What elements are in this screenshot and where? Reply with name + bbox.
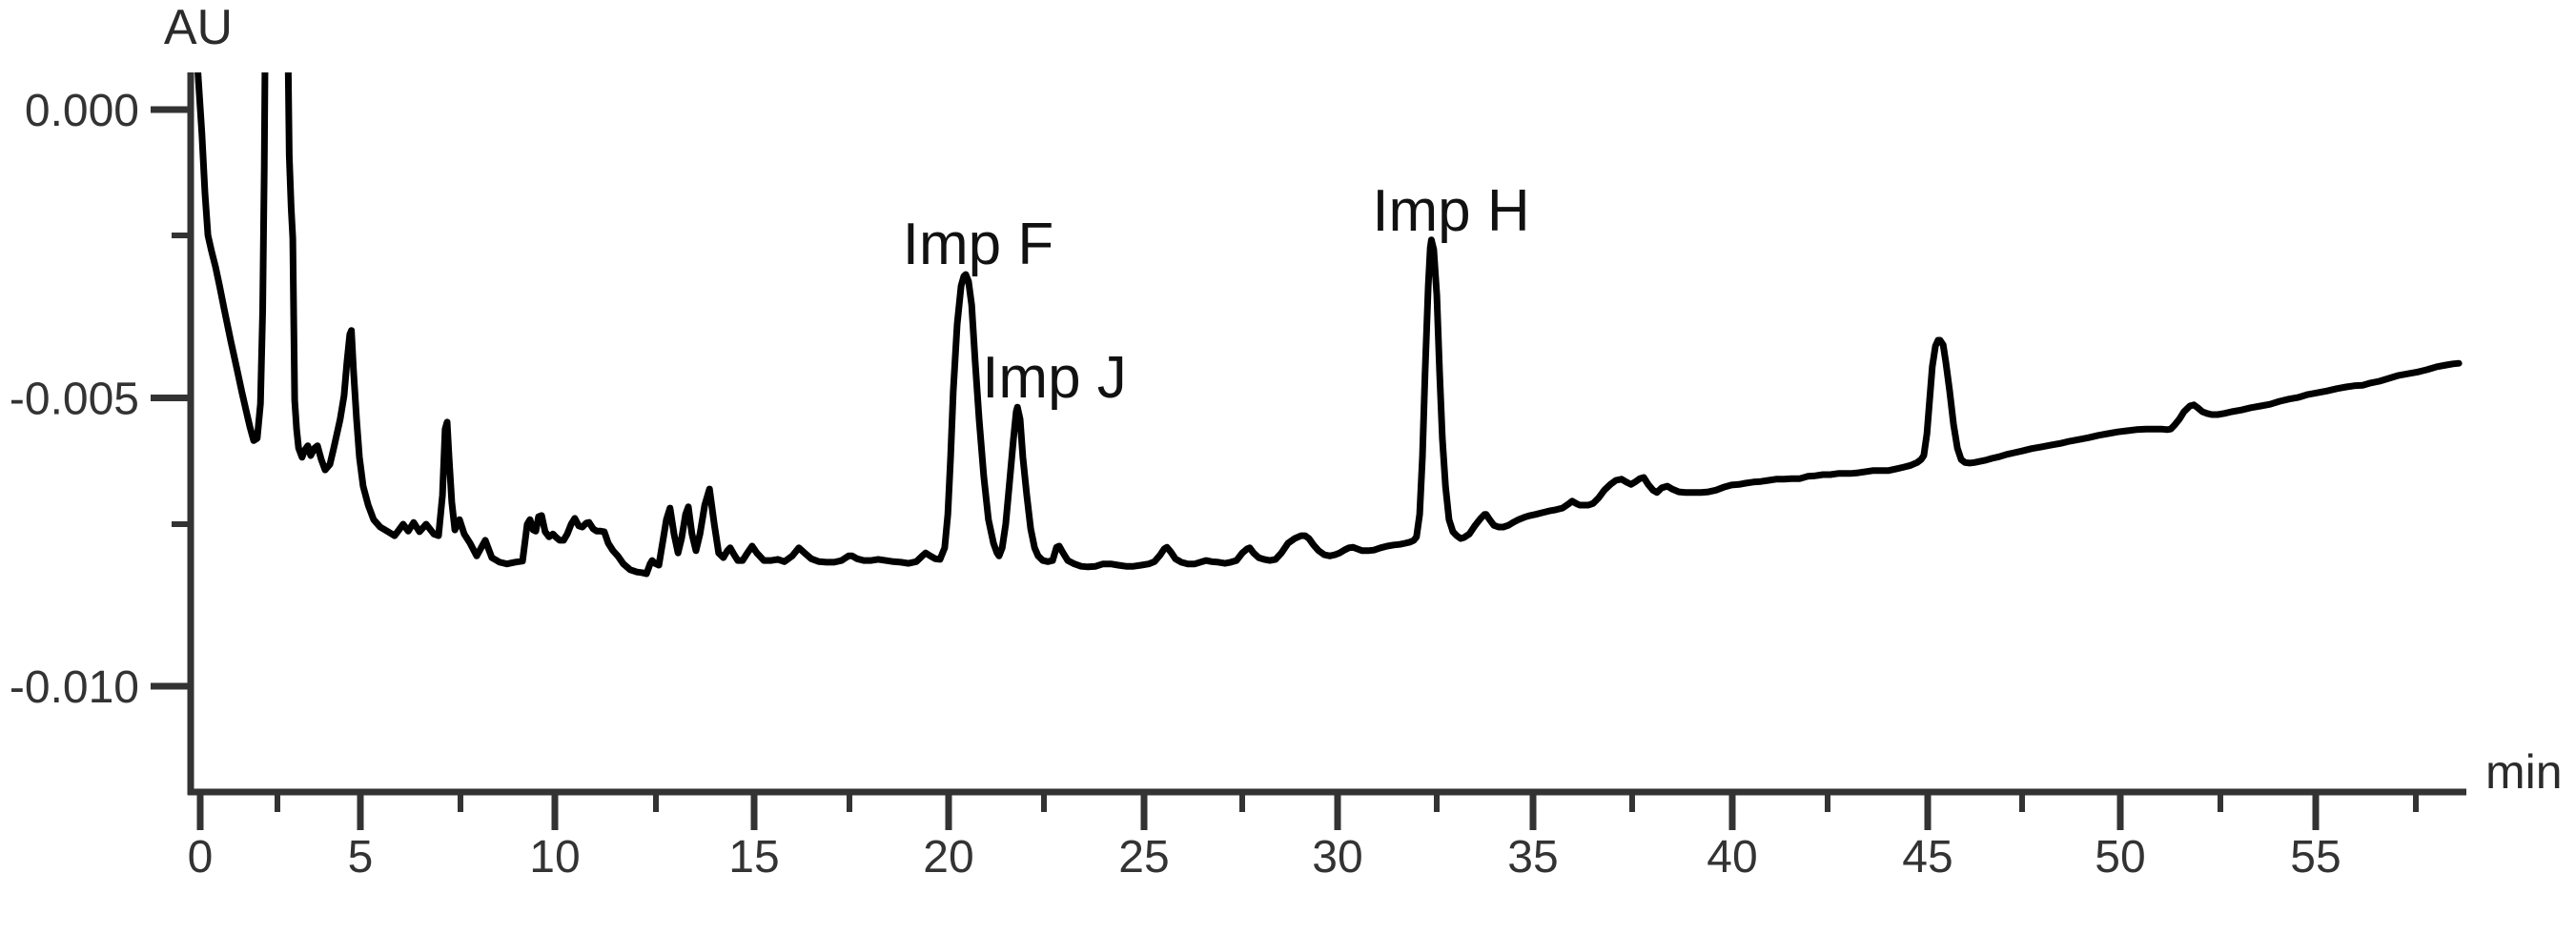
y-tick-label: -0.005 [10, 375, 139, 425]
x-tick-label: 45 [1902, 832, 1952, 883]
peak-label-imp-h: Imp H [1372, 178, 1529, 244]
x-axis-unit-label: min [2485, 745, 2563, 799]
trace-layer [194, 72, 2463, 578]
y-tick-label: -0.010 [10, 662, 139, 713]
x-tick-label: 30 [1312, 832, 1362, 883]
y-tick-label: 0.000 [25, 86, 139, 136]
x-tick-label: 50 [2095, 832, 2145, 883]
x-tick-label: 20 [923, 832, 973, 883]
x-tick-label: 35 [1507, 832, 1558, 883]
x-tick-label: 55 [2290, 832, 2341, 883]
x-tick-label: 0 [188, 832, 214, 883]
chromatogram-trace [194, 72, 2463, 578]
x-tick-label: 5 [348, 832, 374, 883]
axes-layer [187, 72, 2466, 796]
ticks-layer: 0 5 10 15 20 25 30 35 40 45 50 55 0.000 -0.005 -0.010 [10, 86, 2419, 883]
y-axis-unit-label: AU [164, 0, 233, 55]
x-tick-label: 25 [1118, 832, 1169, 883]
x-tick-label: 10 [529, 832, 580, 883]
x-tick-label: 40 [1707, 832, 1757, 883]
x-tick-label: 15 [728, 832, 779, 883]
peak-annotations-layer: Imp F Imp J Imp H [903, 178, 1530, 411]
peak-label-imp-j: Imp J [982, 345, 1127, 411]
peak-label-imp-f: Imp F [903, 212, 1053, 277]
